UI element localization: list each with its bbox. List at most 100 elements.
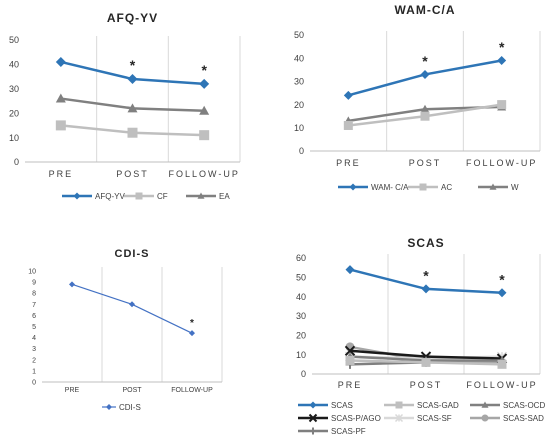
data-point-scas (345, 265, 355, 275)
data-point-cf (55, 120, 66, 131)
x-tick-label: FOLLOW-UP (171, 387, 213, 394)
y-tick-label: 40 (9, 60, 19, 70)
legend-label: EA (219, 192, 230, 201)
chart-title: WAM-C/A (395, 3, 456, 17)
chart-afq-yv: AFQ-YV 0 10 20 30 40 50 PRE POST FOLLOW-UP * * AFQ-Y… (9, 11, 241, 201)
data-point-ac (497, 100, 507, 110)
y-tick-label: 40 (294, 53, 304, 63)
y-tick-label: 20 (9, 108, 19, 118)
significance-marker: * (423, 267, 429, 283)
legend-marker (395, 401, 403, 409)
y-tick-label: 0 (299, 146, 304, 156)
y-tick-label: 30 (296, 311, 306, 321)
legend-marker (349, 183, 357, 191)
significance-marker: * (422, 53, 428, 69)
data-point-ac (420, 111, 430, 121)
legend-item-w: W (478, 183, 519, 192)
y-tick-label: 2 (32, 357, 36, 364)
y-tick-label: 9 (32, 280, 36, 287)
data-point-w (420, 104, 430, 113)
legend-marker (394, 413, 404, 423)
chart-title: AFQ-YV (107, 11, 158, 25)
x-tick-label: PRE (65, 387, 80, 394)
data-point-scas (421, 284, 431, 294)
legend-label: AFQ-YV (95, 192, 125, 201)
significance-marker: * (190, 318, 194, 329)
y-tick-label: 10 (28, 268, 36, 275)
y-tick-label: 60 (296, 253, 306, 263)
x-tick-label: POST (410, 380, 443, 390)
data-point-scas-gad (345, 355, 355, 365)
data-point-afq-yv (55, 56, 66, 67)
legend-marker (308, 413, 318, 423)
legend-item-cf: CF (124, 192, 168, 201)
legend-item-scas-pf: SCAS-PF (298, 427, 366, 436)
x-tick-label: POST (122, 387, 142, 394)
legend-item-scas-sad: SCAS-SAD (470, 414, 544, 423)
data-point-cdi-s (69, 281, 75, 288)
legend-label: SCAS-OCD (503, 401, 545, 410)
x-tick-label: FOLLOW-UP (466, 380, 537, 390)
data-point-cdi-s (189, 330, 195, 337)
y-tick-label: 10 (9, 133, 19, 143)
legend-label: SCAS-GAD (417, 401, 459, 410)
legend-marker (481, 414, 489, 422)
data-point-cf (199, 130, 210, 141)
y-tick-label: 50 (294, 30, 304, 40)
legend-marker (197, 192, 205, 199)
significance-marker: * (201, 62, 207, 78)
x-tick-label: POST (116, 169, 149, 179)
legend-marker (309, 401, 317, 409)
x-tick-label: FOLLOW-UP (168, 169, 239, 179)
legend-item-ac: AC (408, 183, 452, 192)
data-point-ea (199, 105, 210, 115)
chart-wam-c-a: WAM-C/A 0 10 20 30 40 50 PRE POST FOLLOW-UP * * WAM-… (294, 3, 541, 192)
legend-label: W (511, 183, 519, 192)
legend-item-scas-p-ago: SCAS-P/AGO (298, 413, 381, 423)
chart-title: CDI-S (115, 248, 150, 260)
x-tick-label: PRE (49, 169, 74, 179)
y-tick-label: 1 (32, 368, 36, 375)
legend-label: CF (157, 192, 168, 201)
data-point-afq-yv (127, 74, 138, 85)
data-point-scas-p-ago (344, 345, 356, 357)
y-tick-label: 5 (32, 324, 36, 331)
legend-marker (481, 401, 489, 408)
legend-marker (419, 183, 427, 191)
y-tick-label: 8 (32, 291, 36, 298)
data-point-scas (497, 288, 507, 298)
chart-title: SCAS (407, 236, 444, 250)
data-point-wam-c-a (420, 69, 430, 79)
legend-label: SCAS-SAD (503, 414, 544, 423)
data-point-cdi-s (129, 301, 135, 308)
legend-marker (73, 192, 81, 200)
data-point-cf (127, 127, 138, 138)
data-point-scas-gad (497, 359, 507, 369)
legend-label: WAM- C/A (371, 183, 409, 192)
legend-marker (309, 427, 317, 435)
y-tick-label: 4 (32, 335, 36, 342)
y-tick-label: 40 (296, 292, 306, 302)
data-point-wam-c-a (343, 90, 353, 100)
legend-item-afq-yv: AFQ-YV (62, 192, 125, 201)
y-tick-label: 0 (32, 379, 36, 386)
y-tick-label: 20 (294, 100, 304, 110)
chart-scas: SCAS 0 10 20 30 40 50 60 PRE POST FOLLOW-UP * * SCAS S… (296, 236, 545, 436)
x-tick-label: FOLLOW-UP (466, 158, 537, 168)
y-tick-label: 50 (9, 35, 19, 45)
legend-label: CDI-S (119, 403, 141, 412)
y-tick-label: 10 (296, 350, 306, 360)
significance-marker: * (130, 57, 136, 73)
legend-label: SCAS-SF (417, 414, 452, 423)
legend-item-scas: SCAS (298, 401, 353, 410)
legend-item-scas-sf: SCAS-SF (384, 414, 452, 423)
x-tick-label: POST (409, 158, 442, 168)
x-tick-label: PRE (336, 158, 361, 168)
data-point-ea (55, 93, 66, 103)
legend-label: SCAS-P/AGO (331, 414, 381, 423)
y-tick-label: 6 (32, 313, 36, 320)
data-point-afq-yv (199, 78, 210, 89)
significance-marker: * (499, 271, 505, 287)
legend-label: SCAS-PF (331, 427, 366, 436)
